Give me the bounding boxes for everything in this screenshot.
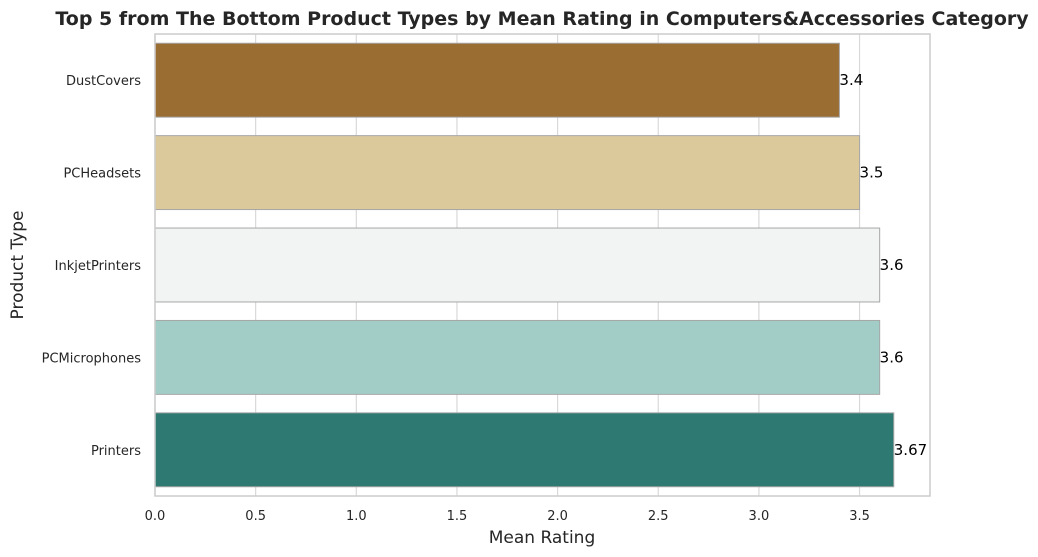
y-tick-label: Printers: [91, 444, 141, 459]
data-label: 3.6: [880, 256, 904, 274]
data-label: 3.6: [880, 348, 904, 366]
x-tick-label: 2.0: [547, 509, 568, 524]
x-tick-label: 1.0: [346, 509, 367, 524]
x-tick-label: 0.5: [245, 509, 266, 524]
y-tick-label: InkjetPrinters: [55, 259, 142, 274]
plot-area: DustCovers 3.4 PCHeadsets 3.5 InkjetPrinters…: [42, 33, 931, 524]
data-label: 3.67: [894, 441, 927, 459]
x-tick-label: 3.5: [849, 509, 870, 524]
plot-frame: [154, 33, 931, 497]
y-tick-label: PCHeadsets: [63, 167, 141, 182]
data-label: 3.4: [839, 71, 863, 89]
chart-title: Top 5 from The Bottom Product Types by M…: [55, 8, 1029, 30]
y-axis-label: Product Type: [8, 211, 28, 320]
y-tick-label: PCMicrophones: [42, 351, 142, 366]
bar: [154, 227, 881, 303]
bar: [154, 412, 895, 488]
y-tick-label: DustCovers: [66, 74, 141, 89]
x-tick-label: 0.0: [145, 509, 166, 524]
bar: [154, 319, 881, 395]
x-tick-label: 1.5: [447, 509, 468, 524]
bar: [154, 42, 840, 118]
x-axis-label: Mean Rating: [489, 528, 596, 548]
x-tick-label: 2.5: [648, 509, 669, 524]
x-tick-label: 3.0: [749, 509, 770, 524]
bar: [154, 135, 861, 211]
data-label: 3.5: [860, 164, 884, 182]
